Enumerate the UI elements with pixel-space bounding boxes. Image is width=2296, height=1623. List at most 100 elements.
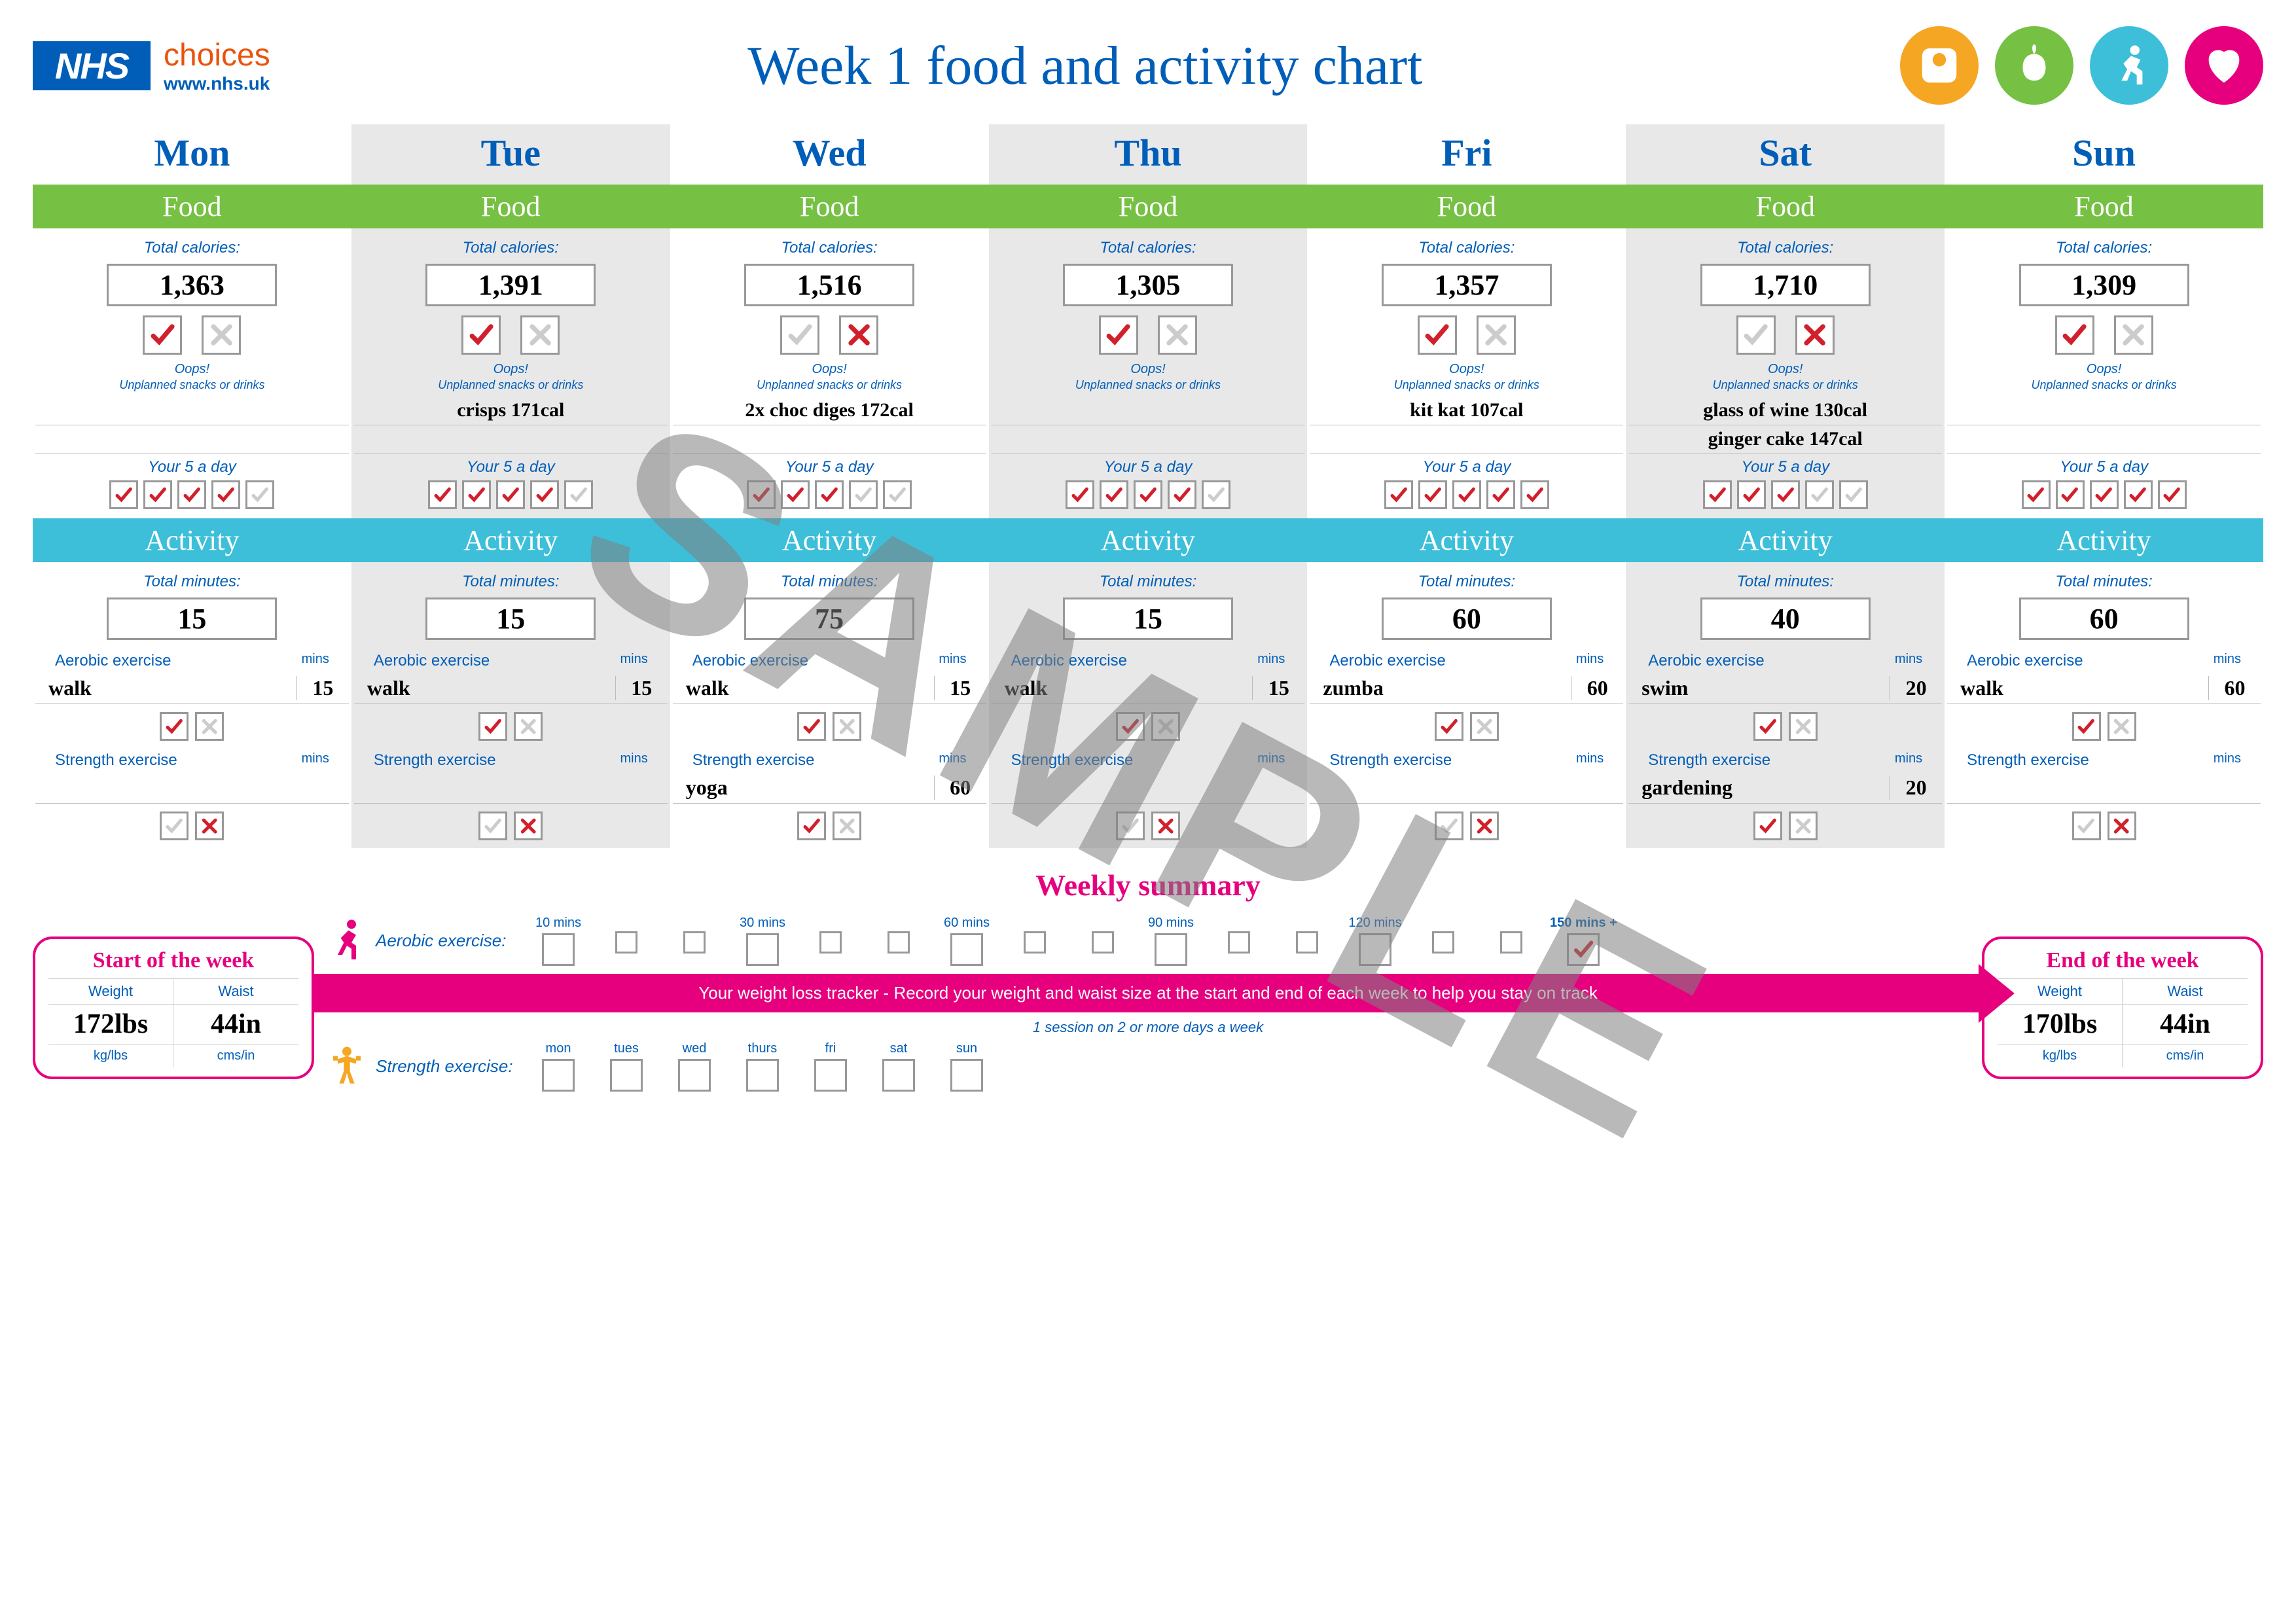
str-fail-x — [1151, 812, 1180, 840]
aero-ok-tick — [2072, 712, 2101, 741]
cal-check-row — [992, 315, 1305, 355]
strength-row — [992, 772, 1305, 804]
calories-value: 1,305 — [1063, 264, 1233, 306]
minutes-value: 40 — [1700, 597, 1871, 640]
aero-check-row — [354, 712, 668, 741]
str-sum-check — [542, 1059, 575, 1092]
cal-fail-x — [1477, 315, 1516, 355]
str-fail-x — [2108, 812, 2136, 840]
str-check-row — [1947, 812, 2261, 840]
aero-check-row — [992, 712, 1305, 741]
five-check — [815, 480, 844, 509]
footer: Weekly summary Start of the week Weight … — [33, 868, 2263, 1099]
total-cal-label: Total calories: — [1628, 239, 1942, 257]
oops-label: Oops!Unplanned snacks or drinks — [35, 361, 349, 393]
five-a-day-row — [35, 480, 349, 509]
five-check — [1805, 480, 1834, 509]
choices-text: choices — [164, 37, 270, 73]
strength-row: yoga60 — [673, 772, 986, 804]
five-a-day-label: Your 5 a day — [1947, 458, 2261, 476]
str-ok-tick — [2072, 812, 2101, 840]
nhs-url: www.nhs.uk — [164, 73, 270, 94]
aero-check-row — [1947, 712, 2261, 741]
five-check — [781, 480, 810, 509]
aero-fail-x — [195, 712, 224, 741]
strength-summary-line: Strength exercise: mon tues wed thurs fr… — [327, 1041, 1969, 1092]
aero-sum-label: Aerobic exercise: — [376, 931, 520, 951]
str-sum-check — [610, 1059, 643, 1092]
oops-label: Oops!Unplanned snacks or drinks — [1310, 361, 1623, 393]
food-bar: Food — [1945, 185, 2263, 228]
weight-unit: kg/lbs — [48, 1044, 173, 1067]
five-a-day-row — [354, 480, 668, 509]
aero-ok-tick — [1116, 712, 1145, 741]
aero-fail-x — [1151, 712, 1180, 741]
five-check — [143, 480, 172, 509]
page-title: Week 1 food and activity chart — [270, 34, 1900, 98]
five-check — [428, 480, 457, 509]
day-column: SunFoodTotal calories:1,309 Oops!Unplann… — [1945, 124, 2263, 848]
day-name: Thu — [992, 124, 1305, 185]
cal-ok-tick — [1736, 315, 1776, 355]
oops-label: Oops!Unplanned snacks or drinks — [1628, 361, 1942, 393]
waist-unit: cms/in — [2123, 1044, 2248, 1067]
weight-header: Weight — [48, 979, 173, 1004]
oops-label: Oops!Unplanned snacks or drinks — [992, 361, 1305, 393]
str-check-row — [673, 812, 986, 840]
str-ok-tick — [160, 812, 188, 840]
cal-fail-x — [839, 315, 878, 355]
five-check — [245, 480, 274, 509]
str-fail-x — [833, 812, 861, 840]
aero-check-row — [1310, 712, 1623, 741]
five-check — [109, 480, 138, 509]
str-ok-tick — [1116, 812, 1145, 840]
total-min-label: Total minutes: — [1628, 573, 1942, 591]
str-day-label: fri — [801, 1041, 860, 1056]
activity-bar: Activity — [670, 518, 989, 562]
total-min-label: Total minutes: — [992, 573, 1305, 591]
aero-ok-tick — [1435, 712, 1463, 741]
five-check — [1452, 480, 1481, 509]
aerobic-row: walk60 — [1947, 673, 2261, 704]
five-check — [1703, 480, 1732, 509]
five-check — [2158, 480, 2187, 509]
weight-value: 170lbs — [1998, 1004, 2123, 1044]
calories-value: 1,357 — [1382, 264, 1552, 306]
five-check — [1839, 480, 1868, 509]
str-fail-x — [195, 812, 224, 840]
apple-icon — [1995, 26, 2073, 105]
str-check-row — [35, 812, 349, 840]
snack-line — [673, 425, 986, 454]
five-a-day-row — [992, 480, 1305, 509]
five-check — [747, 480, 776, 509]
aero-sum-check — [1359, 933, 1391, 966]
total-cal-label: Total calories: — [354, 239, 668, 257]
food-bar: Food — [33, 185, 351, 228]
oops-label: Oops!Unplanned snacks or drinks — [354, 361, 668, 393]
cal-ok-tick — [461, 315, 501, 355]
cal-ok-tick — [780, 315, 819, 355]
str-sum-check — [950, 1059, 983, 1092]
food-bar: Food — [1307, 185, 1626, 228]
calories-value: 1,516 — [744, 264, 914, 306]
aero-sum-check — [542, 933, 575, 966]
aero-sum-check — [1228, 931, 1250, 954]
str-fail-x — [1470, 812, 1499, 840]
day-name: Tue — [354, 124, 668, 185]
cal-ok-tick — [2055, 315, 2094, 355]
oops-label: Oops!Unplanned snacks or drinks — [1947, 361, 2261, 393]
cal-check-row — [1628, 315, 1942, 355]
total-min-label: Total minutes: — [354, 573, 668, 591]
aero-ok-tick — [797, 712, 826, 741]
aerobic-label: Aerobic exercisemins — [1947, 649, 2261, 673]
aerobic-label: Aerobic exercisemins — [992, 649, 1305, 673]
five-check — [1168, 480, 1196, 509]
activity-bar: Activity — [1307, 518, 1626, 562]
cal-ok-tick — [143, 315, 182, 355]
str-fail-x — [1789, 812, 1818, 840]
cal-ok-tick — [1418, 315, 1457, 355]
total-cal-label: Total calories: — [1947, 239, 2261, 257]
five-check — [2124, 480, 2153, 509]
five-check — [2022, 480, 2051, 509]
waist-unit: cms/in — [173, 1044, 298, 1067]
